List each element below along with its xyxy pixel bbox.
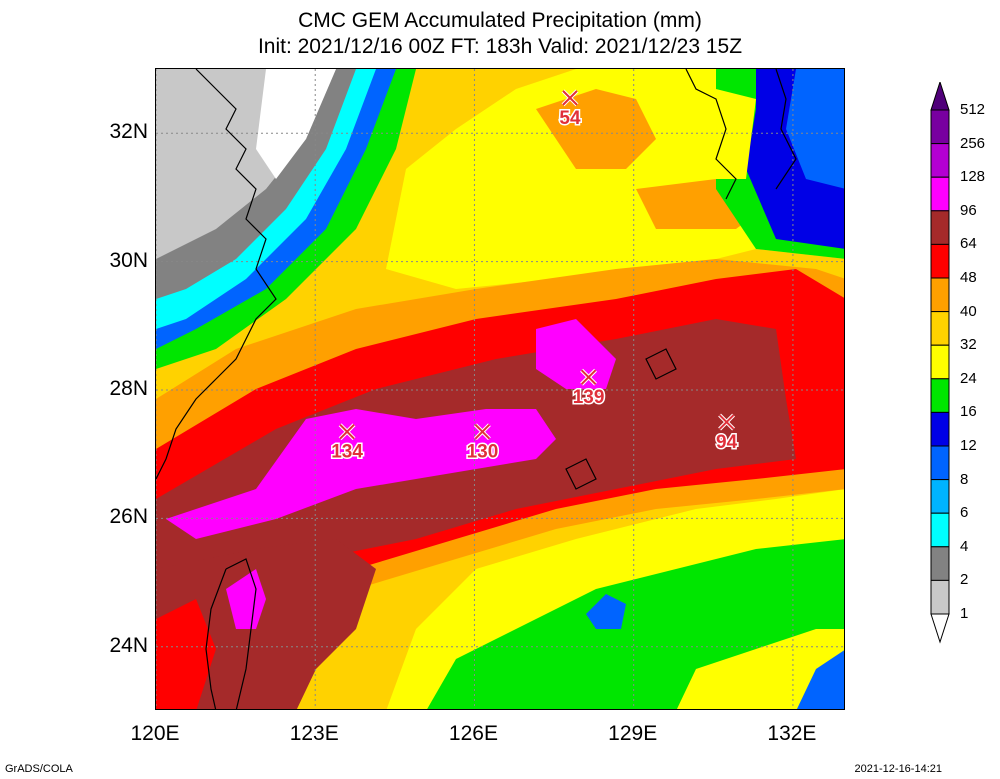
colorbar-top-triangle [930, 82, 950, 111]
lon-label: 123E [289, 722, 339, 745]
colorbar-cell [930, 378, 950, 413]
colorbar-label: 128 [960, 168, 986, 186]
marker-139: 139 [571, 368, 606, 410]
field-east-yellow [716, 89, 756, 179]
lat-label: 24N [109, 633, 148, 657]
colorbar-label: 16 [960, 403, 977, 421]
footer-credit: GrADS/COLA [5, 763, 73, 775]
field-taiwan-magenta [226, 569, 266, 629]
coast-honshu [775, 69, 797, 190]
marker-cross [339, 424, 355, 440]
colorbar-cell [930, 512, 950, 548]
colorbar-label: 2 [960, 571, 969, 589]
colorbar-label: 8 [960, 470, 969, 488]
footer-timestamp: 2021-12-16-14:21 [854, 763, 942, 775]
marker-130: 130 [465, 423, 500, 464]
colorbar-cell [930, 344, 950, 380]
map-title: CMC GEM Accumulated Precipitation (mm) [298, 9, 702, 32]
colorbar-label: 24 [960, 369, 977, 387]
coast-amami [565, 458, 597, 490]
map-canvas: 54 139 134 130 94 [156, 69, 844, 709]
coast-china-east [156, 69, 277, 480]
lat-label: 26N [109, 505, 148, 529]
colorbar-label: 4 [960, 537, 969, 555]
marker-94: 94 [715, 413, 739, 455]
colorbar-cell [930, 579, 950, 615]
colorbar-cell [930, 176, 950, 212]
marker-value: 134 [331, 442, 363, 463]
field-east-lightblue [786, 69, 844, 189]
field-southwest-red [156, 599, 216, 709]
lon-label: 120E [130, 722, 180, 745]
colorbar-cell [930, 210, 950, 245]
colorbar [930, 82, 950, 644]
coast-kyushu [685, 69, 737, 200]
field-southwest-brown [156, 539, 376, 709]
colorbar-label: 96 [960, 201, 977, 219]
lon-label: 132E [767, 722, 817, 745]
colorbar-label: 6 [960, 504, 969, 522]
colorbar-label: 1 [960, 605, 969, 622]
colorbar-cell [930, 143, 950, 178]
colorbar-label: 48 [960, 269, 977, 286]
marker-cross [562, 90, 578, 106]
lat-label: 30N [109, 248, 148, 272]
colorbar-cell [930, 311, 950, 346]
graticule [156, 69, 844, 709]
colorbar-label: 256 [960, 134, 986, 152]
colorbar-cell [930, 479, 950, 514]
field-blue-spot [586, 594, 626, 629]
coast-okinawa [645, 348, 677, 380]
marker-134: 134 [330, 423, 365, 464]
colorbar-bottom-triangle [930, 613, 950, 644]
field-southeast-yellow-blob [676, 629, 844, 709]
lon-label: 129E [608, 722, 658, 745]
colorbar-cell [930, 243, 950, 279]
field-north-orange [536, 89, 656, 169]
colorbar-cell [930, 411, 950, 447]
map-subtitle: Init: 2021/12/16 00Z FT: 183h Valid: 202… [257, 35, 743, 58]
marker-value: 139 [573, 387, 605, 408]
lat-label: 32N [109, 120, 148, 144]
field-southeast-blue [796, 650, 844, 709]
colorbar-label: 32 [960, 336, 977, 354]
colorbar-cell [930, 445, 950, 481]
colorbar-cell [930, 109, 950, 145]
lon-label: 126E [448, 722, 498, 745]
lat-label: 28N [109, 377, 148, 400]
max-markers: 54 139 134 130 94 [330, 89, 739, 464]
colorbar-cell [930, 546, 950, 581]
marker-value: 94 [716, 432, 738, 453]
coast-taiwan [205, 558, 257, 709]
colorbar-label: 12 [960, 437, 977, 454]
colorbar-label: 64 [960, 235, 977, 253]
colorbar-cell [930, 277, 950, 313]
marker-cross [474, 424, 491, 440]
field-west-white [256, 69, 336, 179]
colorbar-label: 512 [960, 101, 986, 118]
marker-54: 54 [558, 89, 582, 130]
coastlines [156, 69, 797, 709]
precipitation-map: 54 139 134 130 94 [155, 68, 845, 710]
marker-cross [580, 369, 597, 385]
field-magenta-west [166, 409, 556, 539]
colorbar-label: 40 [960, 302, 977, 320]
marker-cross [718, 414, 735, 430]
marker-value: 130 [467, 442, 499, 463]
marker-value: 54 [559, 108, 581, 129]
